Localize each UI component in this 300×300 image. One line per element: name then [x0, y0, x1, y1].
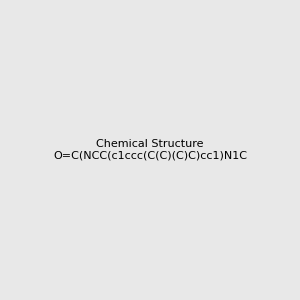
Text: Chemical Structure
O=C(NCC(c1ccc(C(C)(C)C)cc1)N1C: Chemical Structure O=C(NCC(c1ccc(C(C)(C)… — [53, 139, 247, 161]
